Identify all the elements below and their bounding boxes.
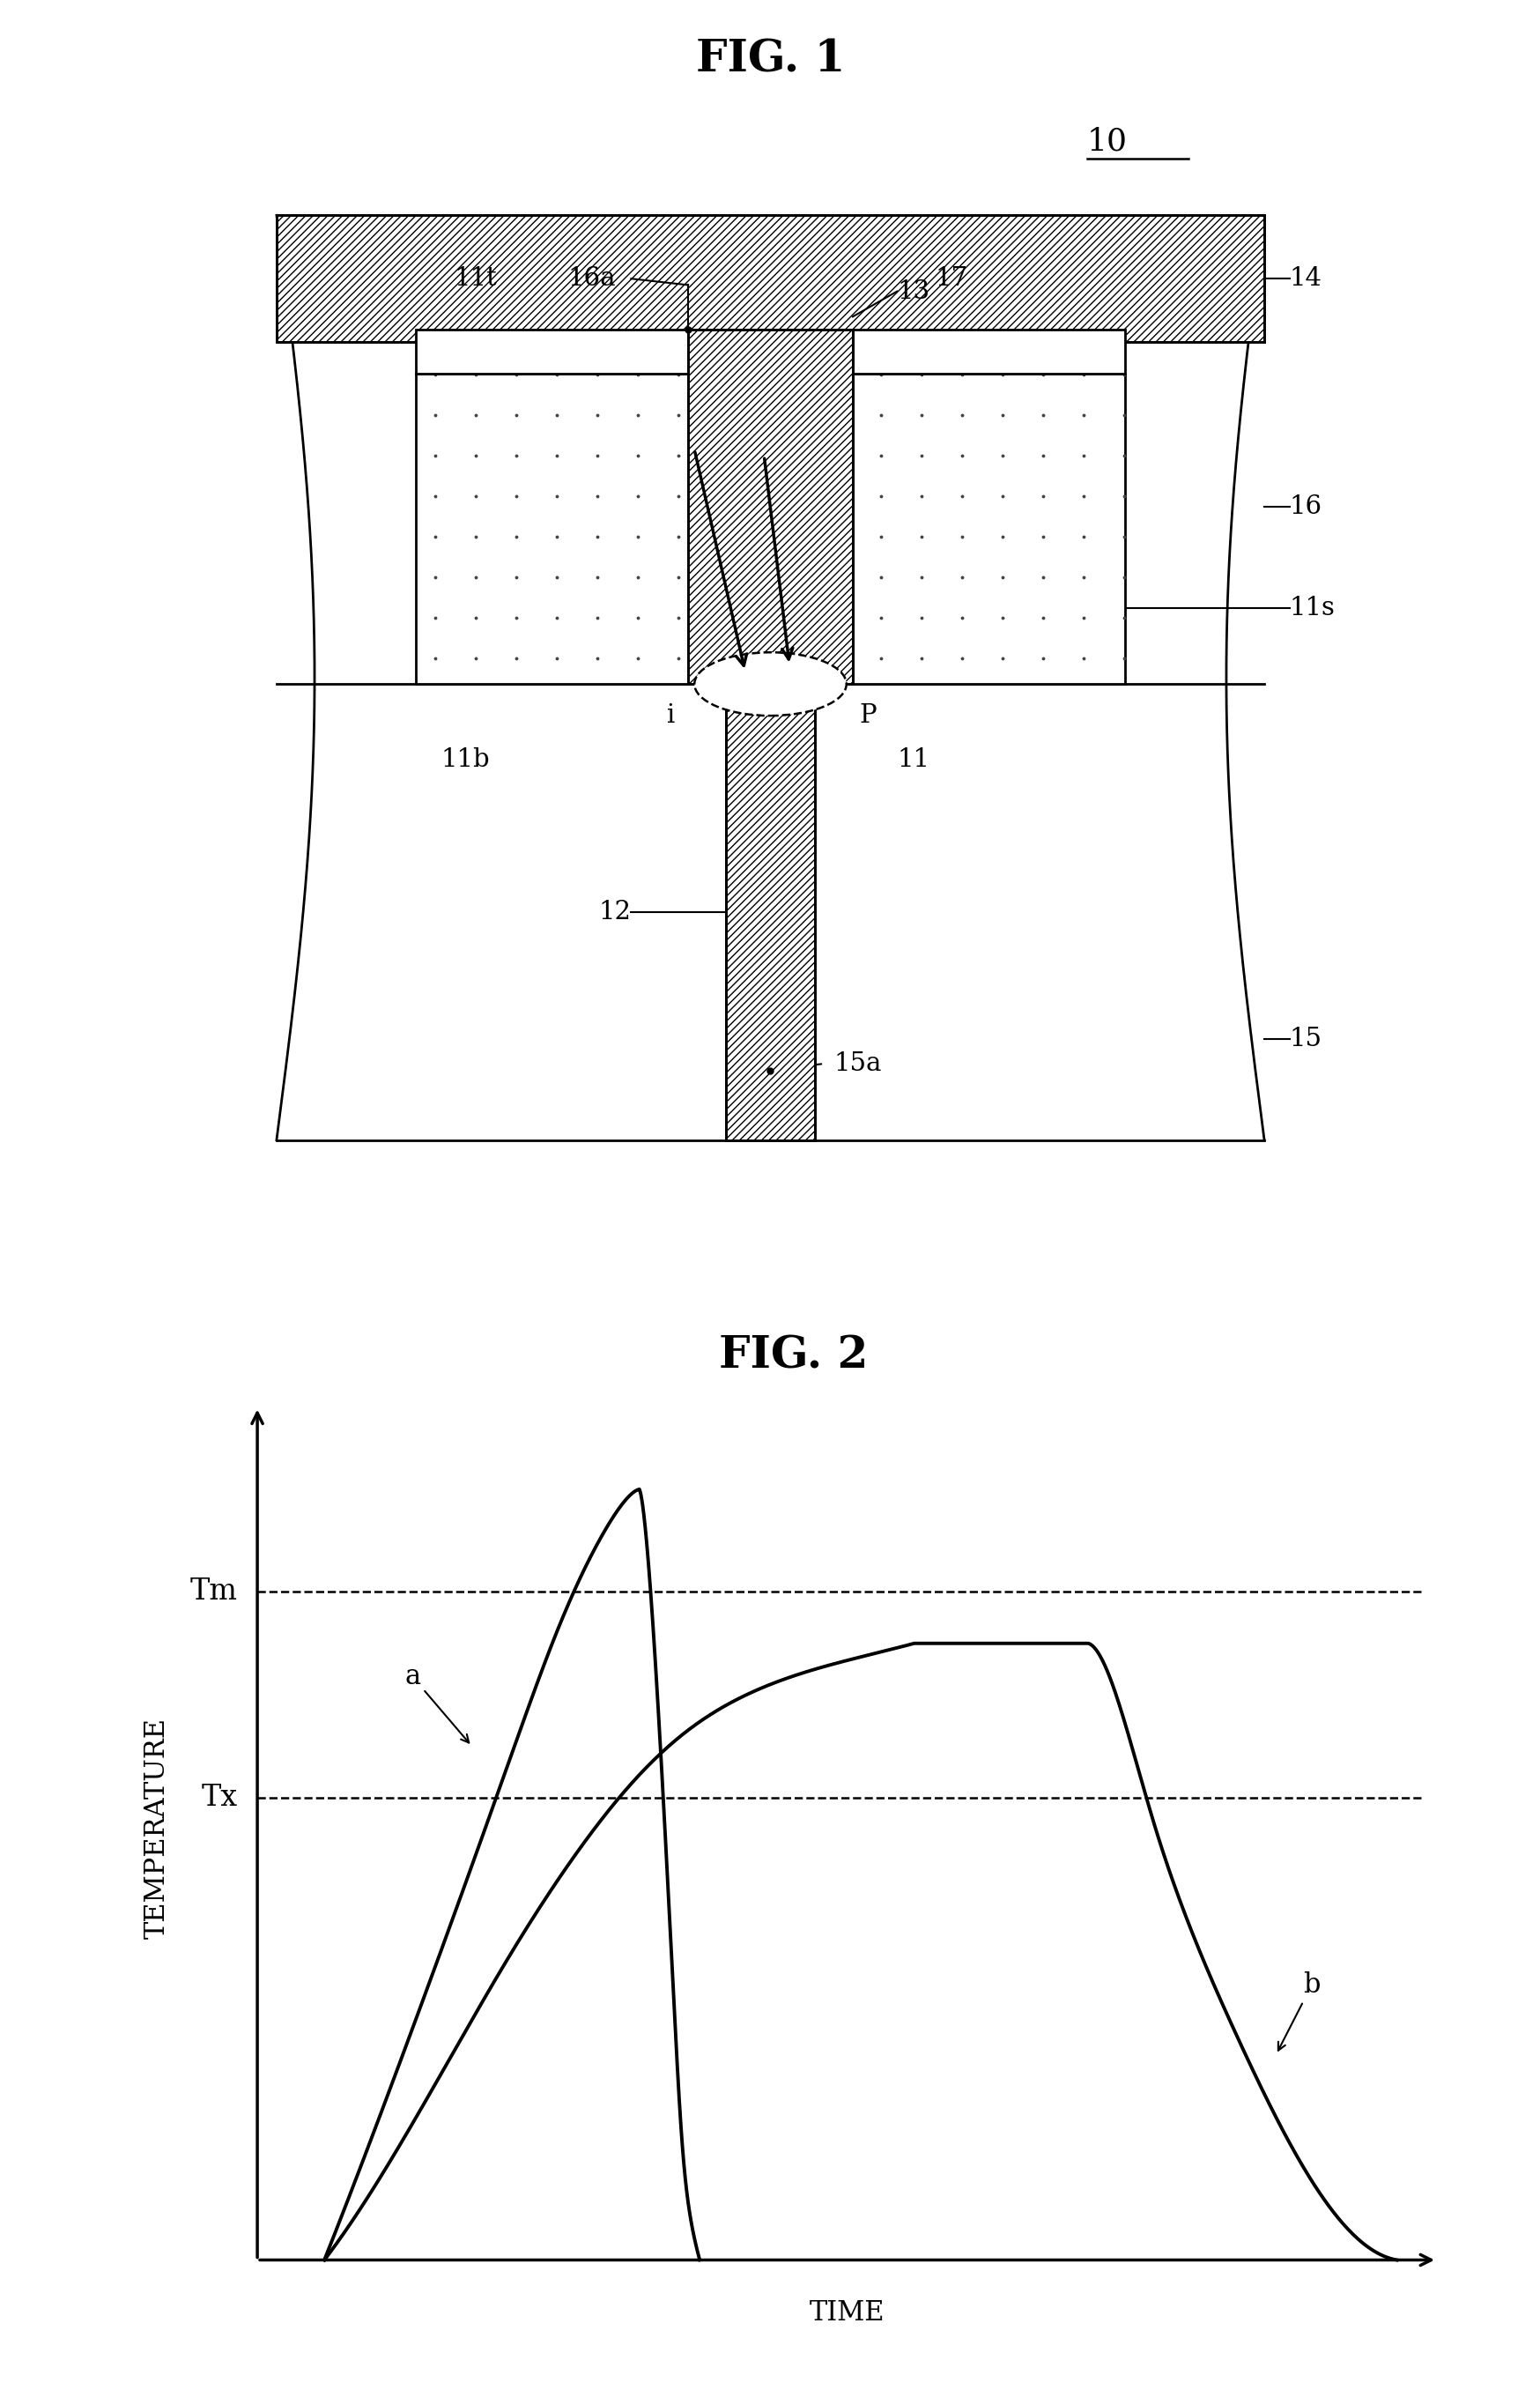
Text: 16a: 16a (568, 265, 616, 292)
Bar (276, 215, 1264, 342)
Bar (276, 215, 1264, 342)
Text: b: b (1278, 1972, 1320, 2051)
Bar (725, 684, 815, 1140)
Text: 14: 14 (1289, 265, 1321, 292)
Text: FIG. 2: FIG. 2 (719, 1336, 867, 1379)
Text: 13: 13 (896, 280, 929, 304)
Text: 10: 10 (1086, 127, 1127, 158)
Text: Tm: Tm (189, 1577, 237, 1606)
Text: 11b: 11b (440, 748, 490, 772)
Text: FIG. 1: FIG. 1 (696, 38, 844, 81)
Ellipse shape (695, 652, 845, 715)
Text: 12: 12 (598, 899, 631, 925)
Text: TEMPERATURE: TEMPERATURE (143, 1718, 171, 1938)
Text: 16: 16 (1289, 495, 1321, 519)
Bar (852, 330, 1124, 373)
Bar (725, 684, 815, 1140)
Text: TIME: TIME (809, 2299, 884, 2328)
Text: 11t: 11t (454, 265, 496, 292)
Text: Tx: Tx (200, 1783, 237, 1812)
Text: 11s: 11s (1289, 595, 1335, 621)
Text: 15a: 15a (833, 1052, 881, 1076)
Bar (688, 330, 852, 684)
Bar (416, 373, 1124, 684)
Text: 11: 11 (896, 748, 929, 772)
Text: a: a (405, 1663, 468, 1742)
Bar (416, 330, 688, 373)
Text: i: i (667, 703, 675, 729)
Bar (688, 330, 852, 684)
Text: P: P (859, 703, 876, 729)
Text: 15: 15 (1289, 1025, 1321, 1052)
Text: 17: 17 (935, 265, 967, 292)
